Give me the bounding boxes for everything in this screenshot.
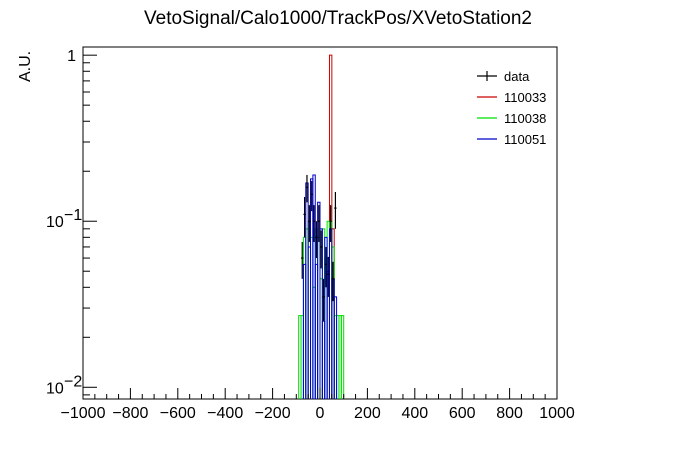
x-tick-label: −400 — [207, 405, 243, 422]
legend-label: 110033 — [504, 90, 546, 105]
x-tick-label: −200 — [255, 405, 291, 422]
y-tick-label: 10 — [46, 214, 64, 231]
series-data — [301, 174, 337, 322]
series-layer — [298, 54, 345, 399]
x-tick-label: 400 — [401, 405, 428, 422]
y-tick-exponent: −2 — [64, 373, 82, 390]
y-tick-label: 1 — [67, 48, 76, 65]
y-axis-label: A.U. — [17, 51, 34, 82]
x-tick-label: −1000 — [61, 405, 106, 422]
x-tick-label: −800 — [112, 405, 148, 422]
x-tick-label: 200 — [354, 405, 381, 422]
y-tick-exponent: −1 — [64, 207, 82, 224]
y-axis: 10 −210 −11 — [46, 48, 97, 397]
x-tick-label: −600 — [160, 405, 196, 422]
x-tick-label: 600 — [449, 405, 476, 422]
legend-label: 110038 — [504, 111, 546, 126]
histogram-bin — [333, 296, 338, 399]
y-tick-label: 10 — [46, 380, 64, 397]
histogram-bin — [340, 315, 345, 399]
x-tick-label: 1000 — [539, 405, 575, 422]
x-tick-label: 0 — [316, 405, 325, 422]
legend-label: data — [504, 69, 530, 84]
legend: data 110033 110038 110051 — [477, 69, 546, 147]
legend-label: 110051 — [504, 132, 546, 147]
histogram-bin — [319, 228, 323, 399]
x-axis: −1000 −800 −600 −400 −200 0 200 400 600 800 1000 — [61, 388, 575, 422]
x-tick-label: 800 — [496, 405, 523, 422]
chart-title: VetoSignal/Calo1000/TrackPos/XVetoStatio… — [144, 8, 532, 29]
